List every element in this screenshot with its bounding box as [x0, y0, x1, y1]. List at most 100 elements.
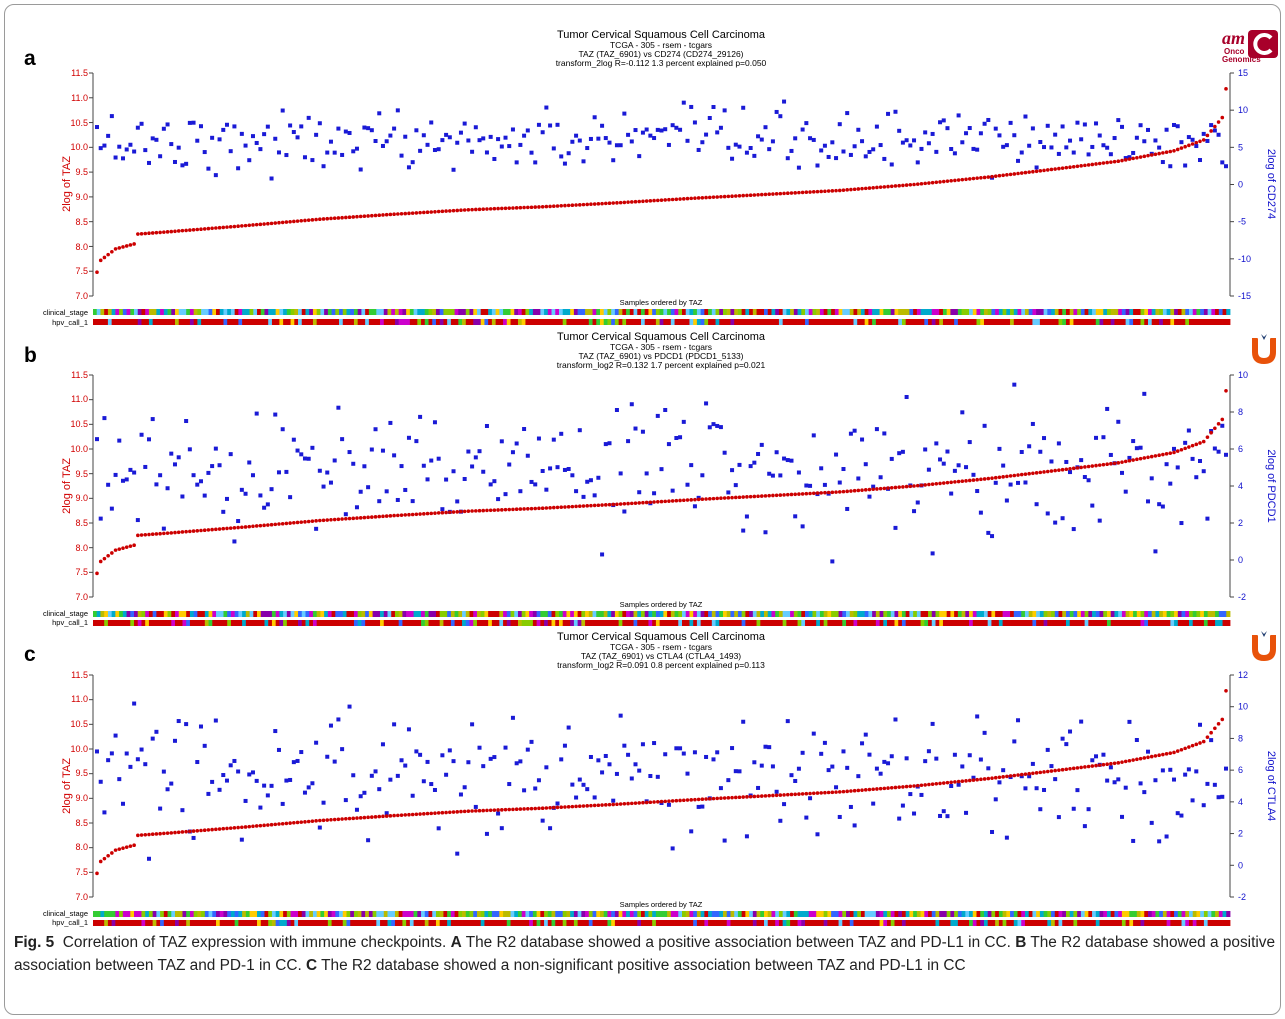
strip-cell [447, 319, 452, 325]
data-point [243, 525, 248, 529]
strip-cell [1110, 620, 1115, 626]
strip-cell [991, 620, 996, 626]
strip-cell [976, 309, 981, 315]
data-point [574, 804, 578, 809]
data-point [644, 127, 649, 132]
strip-cell [208, 611, 213, 617]
strip-cell [346, 319, 351, 325]
strip-cell [495, 911, 500, 917]
data-point [774, 192, 779, 196]
strip-cell [674, 611, 679, 617]
strip-cell [242, 309, 247, 315]
strip-cell [268, 620, 273, 626]
strip-cell [1222, 319, 1227, 325]
data-point [1153, 549, 1158, 554]
data-point [1205, 735, 1210, 739]
data-point [1224, 388, 1228, 393]
data-point [466, 509, 471, 513]
data-point [392, 126, 397, 131]
strip-cell [577, 319, 582, 325]
strip-cell [286, 611, 291, 617]
data-point [1105, 778, 1110, 783]
strip-cell [119, 611, 124, 617]
data-point [380, 448, 385, 453]
data-point [544, 506, 549, 510]
strip-cell [969, 611, 974, 617]
strip-cell [916, 620, 921, 626]
data-point [770, 473, 775, 478]
data-point [956, 463, 961, 468]
data-point [328, 723, 333, 728]
strip-cell [928, 611, 933, 617]
data-point [488, 134, 493, 139]
strip-cell [312, 309, 318, 315]
strip-cell [421, 620, 426, 626]
data-point [485, 207, 489, 211]
strip-cell [998, 920, 1003, 926]
strip-cell [749, 911, 754, 917]
strip-cell [1058, 620, 1063, 626]
strip-cell [708, 309, 713, 315]
strip-cell [592, 319, 597, 325]
strip-cell [443, 911, 448, 917]
data-point [748, 193, 753, 198]
right-tick-label: 10 [1238, 105, 1248, 115]
strip-cell [976, 319, 981, 325]
strip-cell [782, 911, 787, 917]
strip-cell [700, 620, 705, 626]
data-point [551, 805, 556, 810]
strip-cell [607, 309, 612, 315]
strip-cell [387, 319, 392, 325]
strip-cell [178, 620, 183, 626]
caption-part: The R2 database showed a non-significant… [321, 956, 966, 974]
data-point [700, 140, 705, 145]
data-point [629, 402, 634, 407]
strip-cell [503, 920, 508, 926]
strip-cell [119, 620, 124, 626]
strip-cell [827, 611, 832, 617]
data-point [681, 751, 686, 756]
data-point [380, 143, 385, 148]
data-point [269, 221, 274, 226]
data-point [871, 147, 876, 152]
data-point [499, 144, 504, 149]
data-point [797, 190, 801, 195]
strip-cell [432, 319, 437, 325]
data-point [143, 832, 148, 837]
strip-cell [745, 309, 750, 315]
strip-cell [566, 319, 571, 325]
strip-cell [432, 920, 437, 926]
data-point [629, 776, 634, 781]
strip-cell [1203, 920, 1209, 926]
strip-cell [469, 611, 474, 617]
strip-cell [860, 309, 866, 315]
data-point [102, 556, 107, 561]
data-point [570, 473, 575, 478]
data-point [752, 153, 757, 158]
data-point [95, 125, 99, 130]
data-point [938, 120, 943, 125]
strip-cell [1013, 920, 1018, 926]
strip-cell [532, 319, 538, 325]
strip-cell [872, 611, 877, 617]
data-point [1190, 137, 1195, 142]
strip-cell [171, 611, 176, 617]
strip-cell [819, 920, 825, 926]
data-point [1172, 777, 1177, 782]
data-point [299, 750, 304, 755]
data-point [767, 147, 772, 152]
data-point [217, 527, 222, 531]
strip-cell [208, 319, 213, 325]
strip-cell [1054, 319, 1059, 325]
strip-cell [723, 611, 728, 617]
data-point [912, 484, 916, 488]
strip-cell [682, 611, 687, 617]
strip-cell [1147, 319, 1153, 325]
data-point [1127, 719, 1132, 724]
data-point [588, 754, 593, 759]
plot-area [89, 72, 1234, 325]
strip-cell [167, 620, 172, 626]
strip-cell [1062, 920, 1067, 926]
strip-cell [361, 620, 366, 626]
strip-cell [726, 920, 731, 926]
